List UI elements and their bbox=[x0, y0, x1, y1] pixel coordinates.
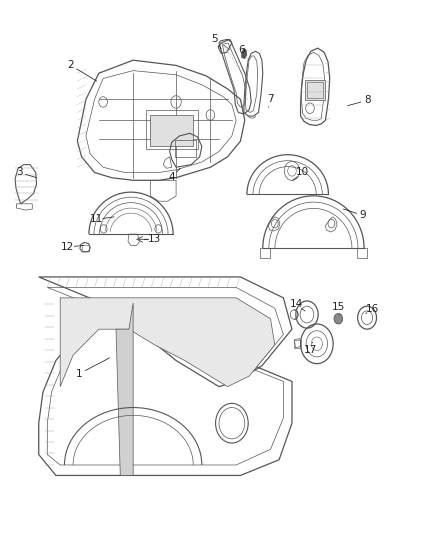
Text: 9: 9 bbox=[360, 211, 366, 220]
Polygon shape bbox=[60, 298, 275, 386]
Bar bbox=[305, 79, 325, 100]
Bar bbox=[81, 245, 88, 251]
Text: 12: 12 bbox=[61, 241, 74, 252]
Text: 1: 1 bbox=[76, 369, 83, 378]
Bar bbox=[357, 248, 367, 257]
Text: 11: 11 bbox=[90, 214, 103, 224]
Text: 17: 17 bbox=[304, 345, 317, 355]
Bar bbox=[294, 340, 300, 348]
Text: 8: 8 bbox=[364, 95, 371, 106]
Text: 15: 15 bbox=[332, 302, 345, 312]
Text: 13: 13 bbox=[148, 235, 161, 244]
Text: 5: 5 bbox=[212, 34, 218, 44]
Circle shape bbox=[334, 313, 343, 324]
Text: 4: 4 bbox=[169, 172, 175, 182]
Bar bbox=[175, 140, 196, 157]
Bar bbox=[260, 248, 270, 257]
Text: 6: 6 bbox=[238, 45, 245, 55]
Text: 2: 2 bbox=[67, 60, 74, 70]
Polygon shape bbox=[116, 303, 133, 475]
Text: 3: 3 bbox=[16, 167, 23, 177]
Text: 7: 7 bbox=[267, 94, 274, 104]
Text: 10: 10 bbox=[296, 167, 309, 177]
Text: 16: 16 bbox=[366, 304, 379, 314]
Polygon shape bbox=[241, 48, 247, 59]
Bar bbox=[307, 82, 323, 98]
Bar bbox=[150, 115, 193, 147]
Bar bbox=[146, 110, 198, 149]
Text: 14: 14 bbox=[290, 299, 303, 309]
